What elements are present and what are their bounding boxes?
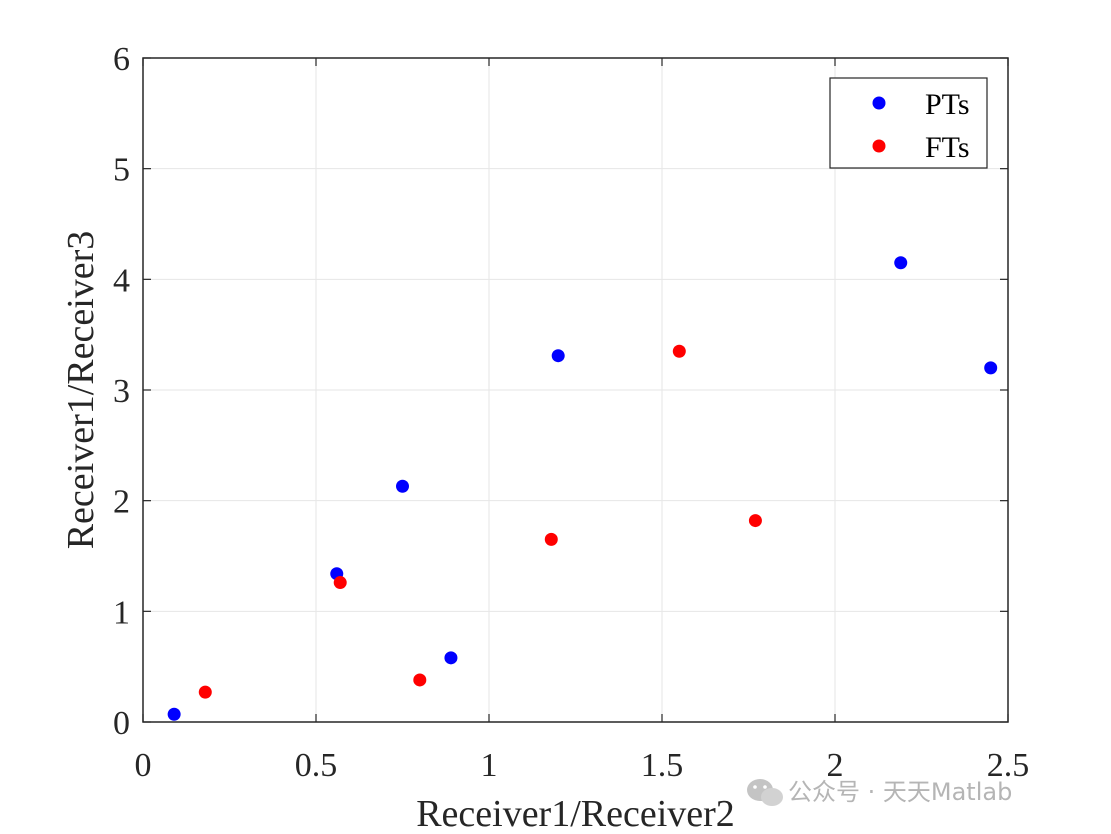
data-point-pts [894, 256, 908, 270]
x-tick-label: 2.5 [987, 747, 1030, 784]
legend-label-pts: PTs [925, 88, 970, 121]
data-point-fts [333, 576, 347, 590]
data-point-pts [551, 349, 565, 363]
y-tick-label: 6 [113, 41, 130, 78]
x-tick-label: 0 [135, 747, 152, 784]
x-axis-label: Receiver1/Receiver2 [416, 793, 735, 834]
data-point-fts [413, 673, 427, 687]
data-point-fts [672, 344, 686, 358]
data-point-fts [198, 685, 212, 699]
x-tick-label: 0.5 [295, 747, 338, 784]
watermark: 公众号 · 天天Matlab [747, 778, 1012, 806]
legend-label-fts: FTs [925, 131, 970, 164]
y-tick-label: 5 [113, 152, 130, 189]
y-axis-label: Receiver1/Receiver3 [60, 231, 102, 550]
data-point-pts [396, 479, 409, 493]
y-tick-label: 1 [113, 594, 130, 631]
wechat-icon [747, 779, 783, 806]
axis-ticks [142, 57, 1009, 723]
x-tick-label: 1.5 [641, 747, 684, 784]
x-tick-label: 2 [827, 747, 844, 784]
x-tick-labels: 0 0.5 1 1.5 2 2.5 [135, 747, 1030, 784]
legend: PTs FTs [829, 77, 988, 169]
data-point-fts [748, 514, 762, 528]
y-tick-label: 0 [113, 705, 130, 742]
data-points [167, 256, 998, 721]
x-tick-label: 1 [481, 747, 498, 784]
y-tick-labels: 0 1 2 3 4 5 6 [113, 41, 130, 742]
legend-box [829, 77, 988, 169]
data-point-pts [444, 651, 458, 665]
legend-marker-pts [872, 96, 886, 110]
data-point-pts [984, 361, 998, 375]
y-tick-label: 2 [113, 484, 130, 521]
data-point-pts [167, 707, 181, 721]
watermark-text: 公众号 · 天天Matlab [788, 778, 1012, 806]
data-point-fts [544, 532, 558, 546]
legend-marker-fts [872, 139, 886, 153]
y-tick-label: 3 [113, 373, 130, 410]
y-tick-label: 4 [113, 262, 130, 299]
